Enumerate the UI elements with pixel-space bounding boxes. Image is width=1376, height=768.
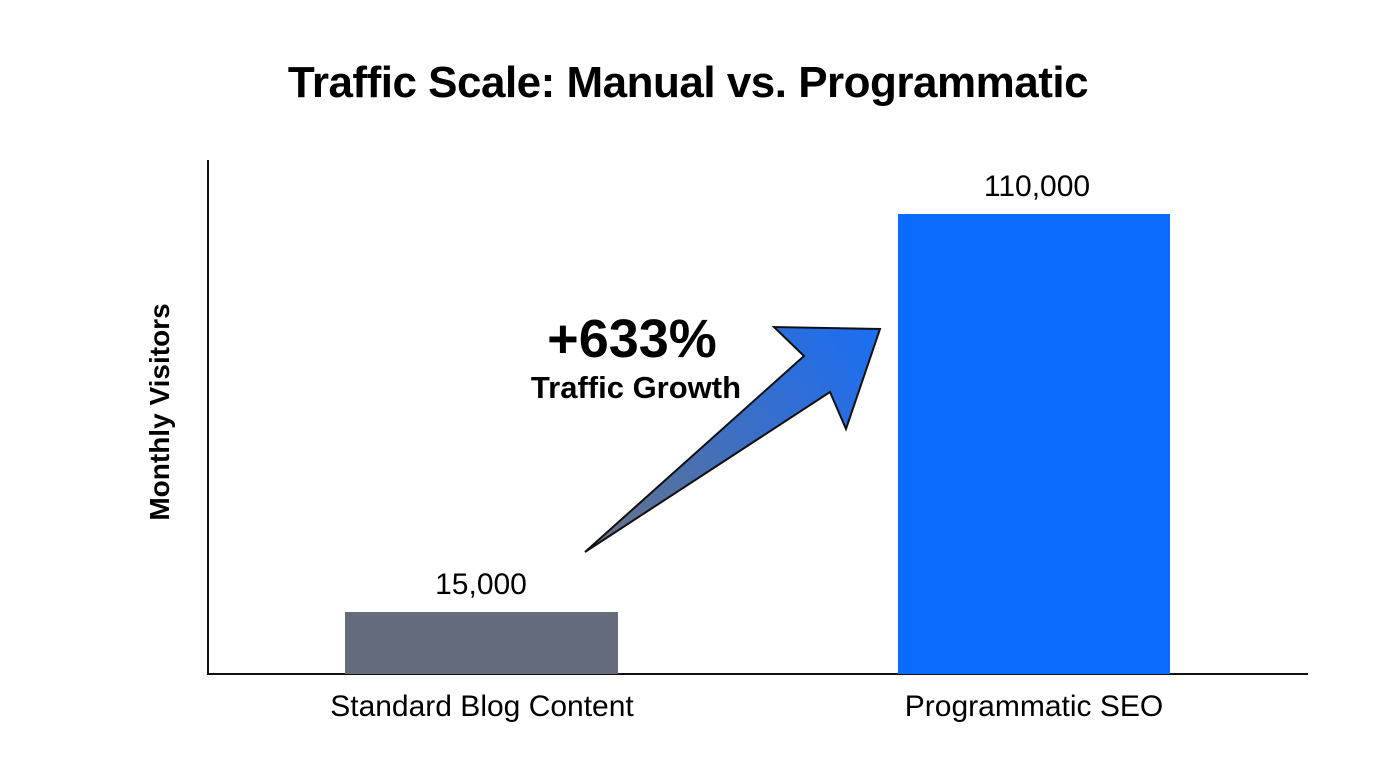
growth-caption: Traffic Growth xyxy=(530,370,742,405)
x-tick-label: Standard Blog Content xyxy=(330,690,634,723)
chart-title: Traffic Scale: Manual vs. Programmatic xyxy=(287,58,1089,107)
x-axis-line xyxy=(207,673,1308,675)
bar-value-label: 110,000 xyxy=(983,170,1091,203)
bar-standard-blog-content xyxy=(345,612,618,674)
growth-percentage: +633% xyxy=(547,309,717,369)
y-axis-line xyxy=(207,160,209,675)
bar-programmatic-seo xyxy=(898,214,1170,674)
x-tick-label: Programmatic SEO xyxy=(904,690,1164,723)
bar-value-label: 15,000 xyxy=(435,568,527,601)
